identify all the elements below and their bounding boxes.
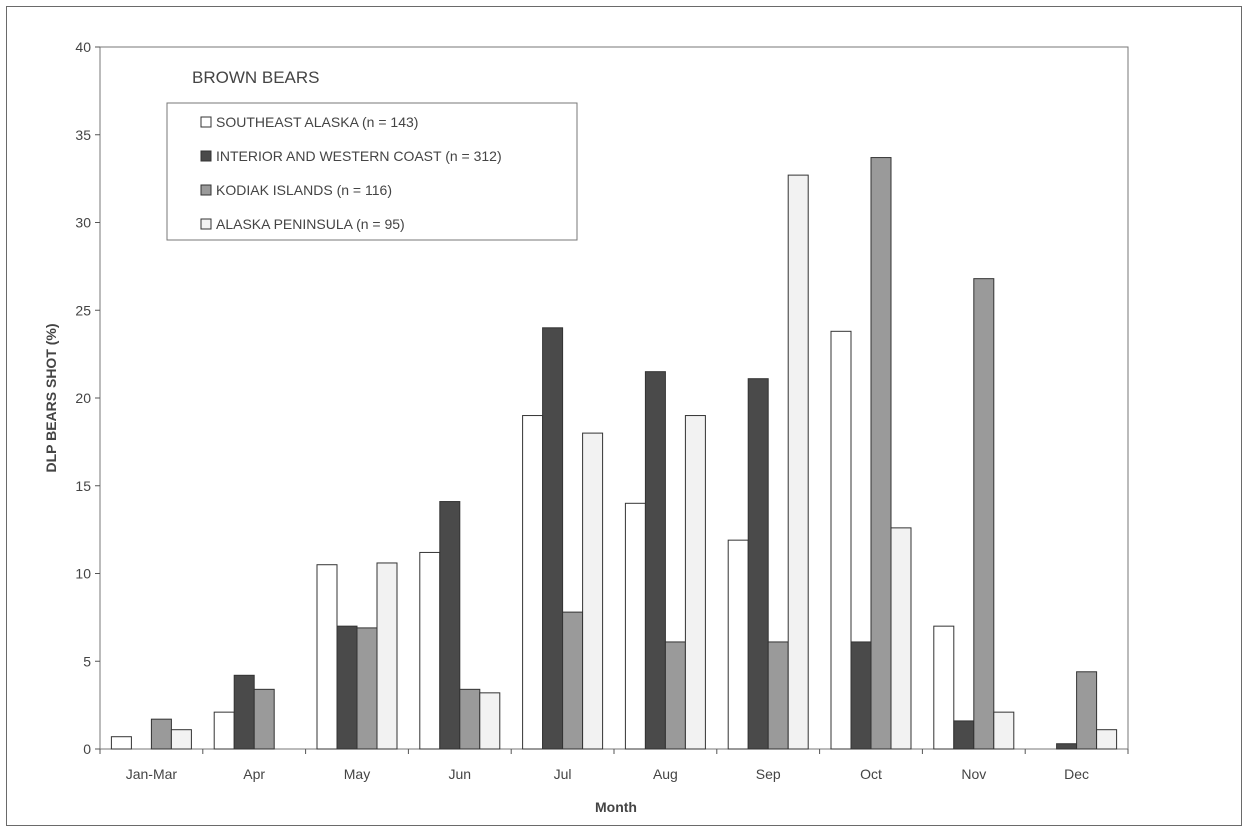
bar <box>376 562 398 750</box>
y-tick-label: 40 <box>75 39 91 55</box>
bars-layer <box>110 157 1118 750</box>
bar <box>747 378 769 750</box>
bar <box>479 692 501 750</box>
bar <box>787 174 809 750</box>
bar <box>870 157 892 750</box>
x-tick-label: Dec <box>1064 766 1089 782</box>
legend-swatch <box>200 184 212 196</box>
axes-layer: 0 5 10 15 20 25 30 35 40 Jan-Mar Apr May Jun Jul Aug Se… <box>75 39 1129 782</box>
legend-label: ALASKA PENINSULA (n = 95) <box>216 216 405 232</box>
legend-swatch <box>200 116 212 128</box>
y-tick-label: 20 <box>75 390 91 406</box>
bar <box>850 641 872 750</box>
x-tick-label: Sep <box>756 766 781 782</box>
bar <box>890 527 912 750</box>
x-tick-label: Oct <box>860 766 882 782</box>
bar <box>459 688 481 750</box>
bar <box>110 736 132 750</box>
bar <box>170 729 192 750</box>
legend-label: INTERIOR AND WESTERN COAST (n = 312) <box>216 148 502 164</box>
legend-label: SOUTHEAST ALASKA (n = 143) <box>216 114 418 130</box>
bar <box>150 718 172 750</box>
bar <box>727 539 749 750</box>
bar <box>542 327 564 750</box>
x-axis-label: Month <box>595 799 637 815</box>
bar <box>419 551 441 750</box>
y-tick-label: 25 <box>75 302 91 318</box>
bar <box>562 611 584 750</box>
legend: SOUTHEAST ALASKA (n = 143) INTERIOR AND W… <box>166 102 578 241</box>
bar <box>1096 729 1118 750</box>
bar <box>933 625 955 750</box>
y-tick-label: 5 <box>83 653 91 669</box>
x-tick-label: Apr <box>243 766 265 782</box>
x-tick-label: Jul <box>554 766 572 782</box>
bar <box>624 502 646 750</box>
bar <box>582 432 604 750</box>
bar <box>644 371 666 750</box>
x-tick-label: Jun <box>449 766 472 782</box>
x-tick-label: Nov <box>961 766 986 782</box>
legend-box <box>166 102 578 241</box>
x-tick-label: May <box>344 766 370 782</box>
chart-title: BROWN BEARS <box>192 68 320 87</box>
y-axis-label: DLP BEARS SHOT (%) <box>43 323 59 472</box>
bar <box>664 641 686 750</box>
bar <box>253 688 275 750</box>
bar <box>953 720 975 750</box>
bar <box>1056 743 1078 750</box>
bar <box>439 501 461 750</box>
y-tick-label: 10 <box>75 566 91 582</box>
x-tick-label: Aug <box>653 766 678 782</box>
y-tick-label: 30 <box>75 215 91 231</box>
legend-label: KODIAK ISLANDS (n = 116) <box>216 182 392 198</box>
bar <box>233 674 255 750</box>
bar <box>336 625 358 750</box>
bar <box>973 278 995 750</box>
x-tick-label: Jan-Mar <box>126 766 178 782</box>
bar <box>522 415 544 750</box>
bar <box>356 627 378 750</box>
legend-items: SOUTHEAST ALASKA (n = 143) INTERIOR AND W… <box>200 114 502 232</box>
y-tick-label: 0 <box>83 741 91 757</box>
legend-swatch <box>200 218 212 230</box>
legend-swatch <box>200 150 212 162</box>
bar <box>213 711 235 750</box>
y-tick-label: 15 <box>75 478 91 494</box>
bar <box>830 330 852 750</box>
bar <box>993 711 1015 750</box>
y-tick-label: 35 <box>75 127 91 143</box>
bar <box>684 415 706 750</box>
bar <box>1076 671 1098 750</box>
bar <box>316 564 338 750</box>
bar <box>767 641 789 750</box>
